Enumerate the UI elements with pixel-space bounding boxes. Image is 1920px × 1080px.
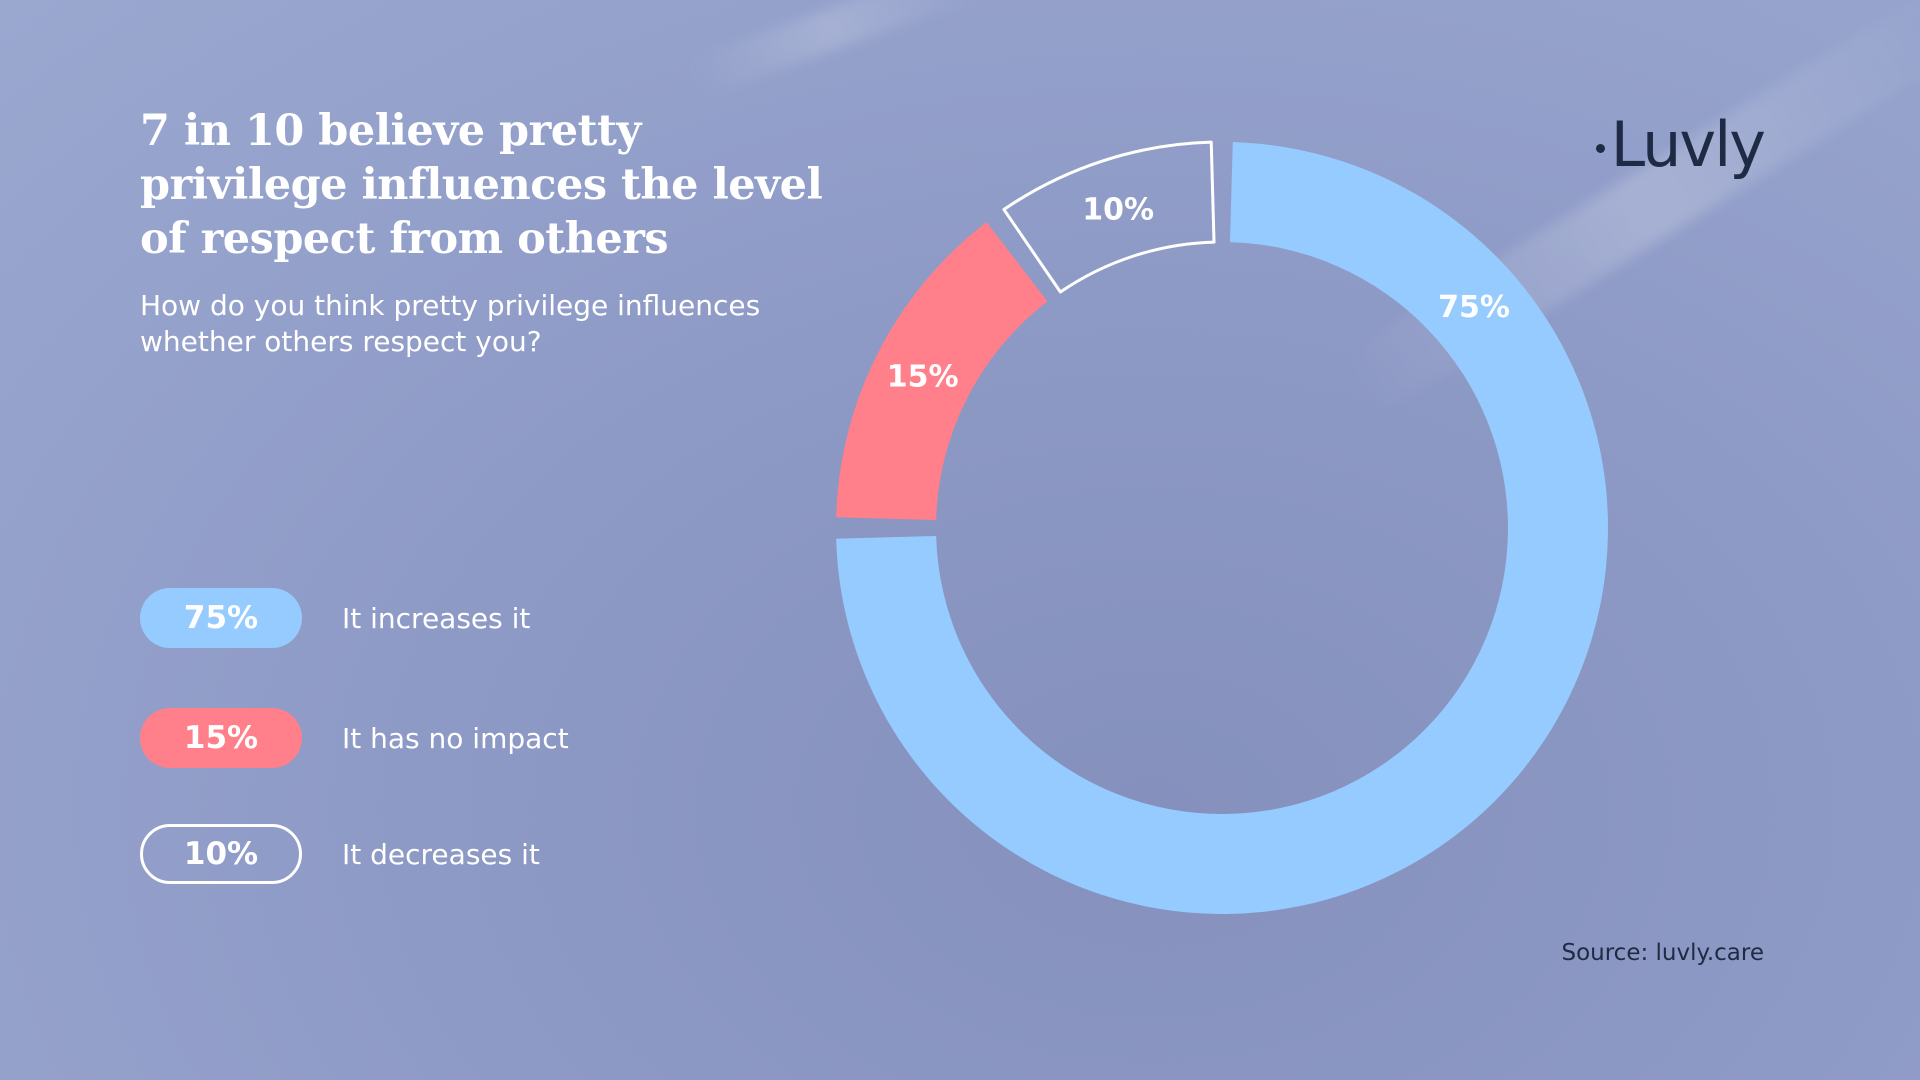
legend-swatch-increase: 75% [140,588,302,648]
legend-label-no-impact: It has no impact [342,721,569,755]
logo-text: Luvly [1610,108,1766,181]
donut-slice-decrease [1002,140,1216,294]
donut-slice-no-impact [836,222,1048,521]
legend-item-decrease: 10% It decreases it [140,824,540,884]
luvly-logo: Luvly [1595,108,1766,181]
donut-label-increase: 75% [1438,290,1510,325]
chart-title: 7 in 10 believe pretty privilege influen… [140,106,823,264]
legend-label-decrease: It decreases it [342,837,540,871]
legend-swatch-decrease: 10% [140,824,302,884]
legend-swatch-no-impact: 15% [140,708,302,768]
donut-label-no-impact: 15% [887,359,959,394]
legend-label-increase: It increases it [342,601,531,635]
logo-dot-icon [1595,143,1605,153]
legend-item-no-impact: 15% It has no impact [140,708,569,768]
chart-subtitle: How do you think pretty privilege influe… [140,289,761,358]
source-note: Source: luvly.care [1561,940,1764,966]
legend-item-increase: 75% It increases it [140,588,530,648]
donut-label-decrease: 10% [1082,192,1154,227]
